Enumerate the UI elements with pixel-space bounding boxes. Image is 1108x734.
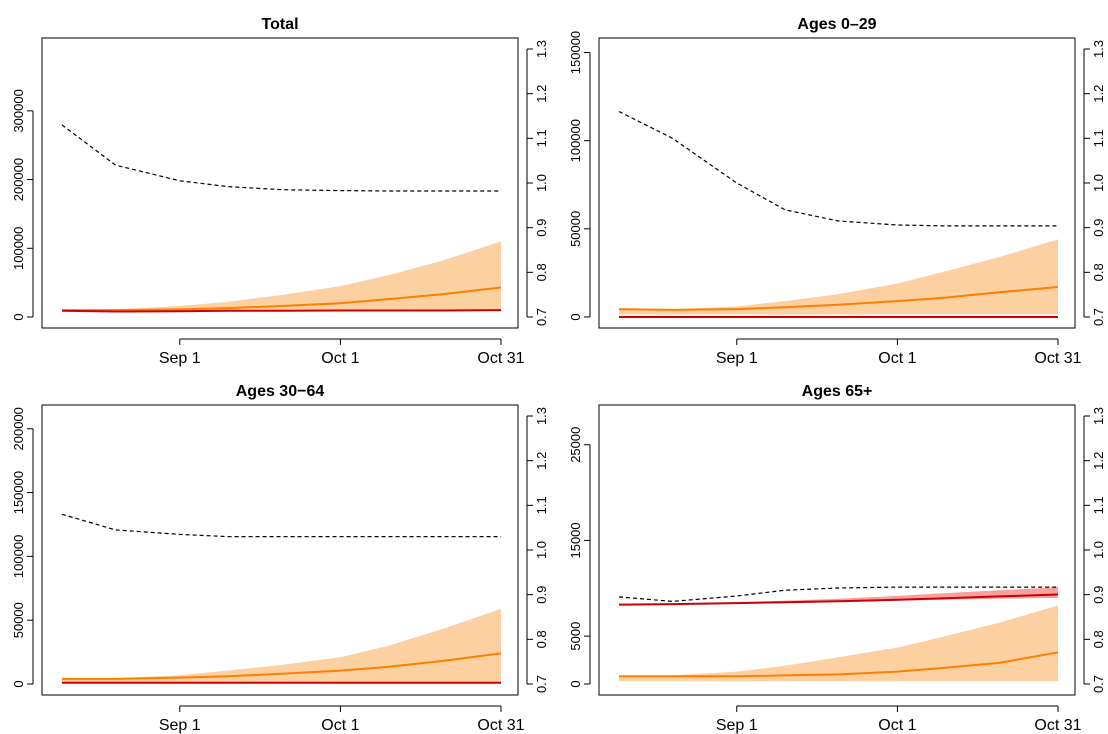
y-axis-right: 0.7 0.8 0.9 1.0 1.1 1.2 1.3 bbox=[1083, 407, 1106, 693]
y-tick-label-left: 15000 bbox=[568, 522, 583, 558]
x-tick-label: Oct 1 bbox=[321, 350, 359, 367]
x-tick-label: Oct 31 bbox=[477, 717, 524, 734]
y-axis-left: 0 50000 100000 150000 200000 bbox=[11, 407, 34, 688]
ratio-line bbox=[61, 124, 501, 192]
x-axis: Sep 1 Oct 1 Oct 31 bbox=[159, 705, 525, 734]
y-tick-label-right: 1.1 bbox=[534, 496, 549, 514]
x-axis: Sep 1 Oct 1 Oct 31 bbox=[716, 705, 1082, 734]
y-tick-label-right: 0.9 bbox=[534, 586, 549, 604]
projection-line bbox=[619, 651, 1059, 678]
y-tick-label-right: 1.0 bbox=[534, 541, 549, 559]
observed-line bbox=[61, 309, 502, 313]
y-tick-label-right: 0.8 bbox=[534, 630, 549, 648]
y-tick-label-right: 0.9 bbox=[534, 219, 549, 237]
plot-frame bbox=[41, 37, 519, 329]
x-tick-label: Sep 1 bbox=[716, 350, 758, 367]
y-tick-label-left: 150000 bbox=[568, 31, 583, 74]
y-tick-label-left: 25000 bbox=[568, 427, 583, 463]
plot-frame bbox=[598, 404, 1076, 696]
y-tick-label-right: 1.0 bbox=[534, 174, 549, 192]
ratio-line bbox=[618, 110, 1058, 227]
y-axis-left: 0 100000 200000 300000 bbox=[11, 89, 34, 321]
x-tick-label: Oct 31 bbox=[477, 350, 524, 367]
y-tick-label-left: 0 bbox=[11, 680, 26, 687]
x-tick-label: Oct 31 bbox=[1034, 717, 1081, 734]
y-axis-right: 0.7 0.8 0.9 1.0 1.1 1.2 1.3 bbox=[526, 407, 549, 693]
chart-title: Ages 30−64 bbox=[236, 383, 325, 400]
y-tick-label-left: 100000 bbox=[11, 535, 26, 578]
y-tick-label-right: 1.3 bbox=[534, 40, 549, 58]
plot-frame bbox=[598, 37, 1076, 329]
y-tick-label-right: 0.7 bbox=[1091, 308, 1106, 326]
projection-band-area bbox=[62, 241, 501, 311]
x-tick-label: Oct 1 bbox=[878, 350, 916, 367]
y-tick-label-left: 100000 bbox=[568, 119, 583, 162]
y-tick-label-left: 0 bbox=[11, 313, 26, 320]
y-tick-label-left: 300000 bbox=[11, 89, 26, 132]
y-tick-label-left: 0 bbox=[568, 313, 583, 320]
projection-band-area bbox=[62, 608, 501, 683]
chart-title: Ages 0–29 bbox=[797, 16, 876, 33]
y-axis-left: 0 5000 15000 25000 bbox=[568, 427, 591, 688]
panel-1: Total Sep 1 Oct 1 Oct 31 0 100000 200000 300000… bbox=[11, 16, 549, 367]
x-tick-label: Sep 1 bbox=[159, 717, 201, 734]
y-tick-label-left: 150000 bbox=[11, 471, 26, 514]
y-tick-label-right: 1.2 bbox=[1091, 85, 1106, 103]
x-tick-label: Sep 1 bbox=[159, 350, 201, 367]
y-tick-label-right: 1.2 bbox=[534, 85, 549, 103]
ratio-line bbox=[618, 586, 1058, 603]
panel-4: Ages 65+Sep 1 Oct 1 Oct 310500015000250000… bbox=[568, 383, 1106, 734]
x-axis: Sep 1 Oct 1 Oct 31 bbox=[159, 338, 525, 367]
chart-title: Total bbox=[261, 16, 298, 33]
y-tick-label-left: 200000 bbox=[11, 158, 26, 201]
observed-line bbox=[618, 593, 1059, 606]
y-tick-label-right: 0.7 bbox=[1091, 675, 1106, 693]
ratio-line bbox=[61, 513, 501, 538]
projection-line bbox=[62, 286, 502, 312]
y-tick-label-right: 0.8 bbox=[1091, 263, 1106, 281]
y-tick-label-right: 0.9 bbox=[1091, 586, 1106, 604]
y-tick-label-right: 1.1 bbox=[1091, 496, 1106, 514]
y-tick-label-left: 0 bbox=[568, 680, 583, 687]
x-tick-label: Oct 31 bbox=[1034, 350, 1081, 367]
y-tick-label-right: 0.7 bbox=[534, 675, 549, 693]
projection-line bbox=[62, 652, 502, 680]
y-tick-label-right: 1.3 bbox=[1091, 40, 1106, 58]
y-tick-label-right: 1.0 bbox=[1091, 541, 1106, 559]
y-tick-label-right: 1.3 bbox=[534, 407, 549, 425]
y-tick-label-right: 1.2 bbox=[1091, 452, 1106, 470]
plot-frame bbox=[41, 404, 519, 696]
x-axis: Sep 1 Oct 1 Oct 31 bbox=[716, 338, 1082, 367]
chart-title: Ages 65+ bbox=[802, 383, 873, 400]
x-tick-label: Sep 1 bbox=[716, 717, 758, 734]
y-tick-label-right: 1.1 bbox=[534, 129, 549, 147]
y-tick-label-left: 200000 bbox=[11, 407, 26, 450]
panel-3: Ages 30−64 Sep 1 Oct 1 Oct 31 0 50000 100000 15… bbox=[11, 383, 549, 734]
y-tick-label-right: 1.0 bbox=[1091, 174, 1106, 192]
y-tick-label-right: 0.7 bbox=[534, 308, 549, 326]
x-tick-label: Oct 1 bbox=[321, 717, 359, 734]
projection-line bbox=[618, 286, 1059, 311]
y-axis-right: 0.7 0.8 0.9 1.0 1.1 1.2 1.3 bbox=[1083, 40, 1106, 326]
y-axis-left: 0 50000 100000 150000 bbox=[568, 31, 591, 321]
y-tick-label-right: 1.1 bbox=[1091, 129, 1106, 147]
y-tick-label-left: 50000 bbox=[568, 211, 583, 247]
y-tick-label-right: 0.8 bbox=[1091, 630, 1106, 648]
panel-2: Ages 0–29 Sep 1 Oct 1 Oct 31 0 50000 100000 150… bbox=[568, 16, 1106, 367]
y-tick-label-right: 0.8 bbox=[534, 263, 549, 281]
y-tick-label-right: 1.3 bbox=[1091, 407, 1106, 425]
y-axis-right: 0.7 0.8 0.9 1.0 1.1 1.2 1.3 bbox=[526, 40, 549, 326]
projection-band-area bbox=[619, 239, 1058, 315]
projection-band-area bbox=[619, 605, 1058, 682]
y-tick-label-left: 5000 bbox=[568, 622, 583, 651]
y-tick-label-right: 0.9 bbox=[1091, 219, 1106, 237]
x-tick-label: Oct 1 bbox=[878, 717, 916, 734]
y-tick-label-left: 100000 bbox=[11, 227, 26, 270]
y-tick-label-right: 1.2 bbox=[534, 452, 549, 470]
y-tick-label-left: 50000 bbox=[11, 602, 26, 638]
